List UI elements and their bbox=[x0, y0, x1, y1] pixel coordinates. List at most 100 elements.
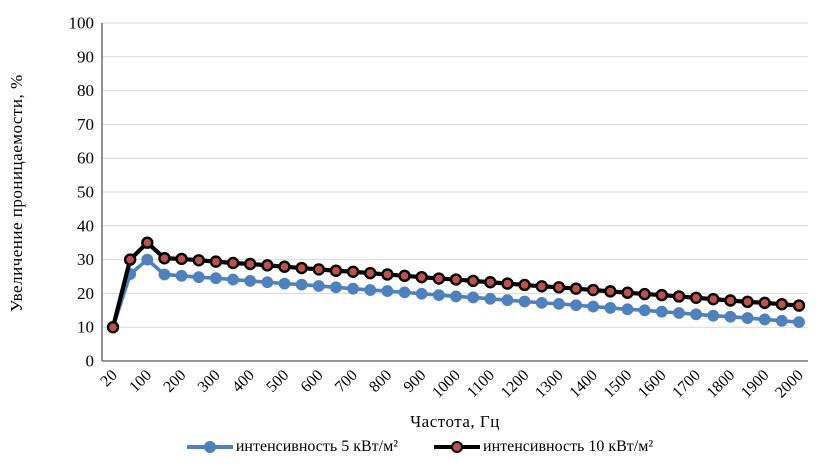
legend: интенсивность 5 кВт/м² интенсивность 10 к… bbox=[0, 438, 840, 456]
data-point bbox=[621, 303, 634, 316]
data-point bbox=[655, 288, 668, 302]
data-point bbox=[364, 266, 377, 280]
y-tick-label: 40 bbox=[77, 216, 94, 235]
x-tick-label: 1600 bbox=[635, 367, 670, 402]
data-point bbox=[175, 269, 188, 282]
data-point bbox=[106, 321, 120, 334]
x-tick-label: 1500 bbox=[601, 367, 636, 402]
data-point bbox=[484, 292, 497, 305]
x-tick-label: 1400 bbox=[566, 367, 601, 402]
y-tick-label: 20 bbox=[77, 284, 94, 303]
x-tick-label: 400 bbox=[229, 367, 258, 396]
data-point bbox=[741, 312, 754, 324]
data-point bbox=[278, 260, 291, 273]
data-point bbox=[758, 296, 771, 310]
data-point bbox=[638, 304, 651, 317]
data-point bbox=[158, 268, 171, 281]
x-tick-label: 1100 bbox=[464, 367, 498, 401]
data-point bbox=[398, 269, 411, 283]
data-point bbox=[758, 313, 771, 326]
data-point bbox=[707, 309, 720, 322]
legend-item: интенсивность 5 кВт/м² bbox=[186, 438, 398, 456]
data-point bbox=[604, 302, 617, 314]
data-point bbox=[724, 310, 737, 323]
data-point bbox=[432, 272, 446, 285]
y-axis-title: Увеличение проницаемости, % bbox=[7, 74, 26, 312]
data-point bbox=[518, 295, 531, 308]
data-point bbox=[141, 236, 154, 249]
x-tick-label: 1200 bbox=[498, 367, 533, 402]
x-tick-label: 900 bbox=[401, 367, 430, 396]
data-point bbox=[329, 264, 343, 277]
x-tick-label: 700 bbox=[332, 367, 361, 396]
data-point bbox=[450, 290, 462, 303]
y-tick-label: 90 bbox=[77, 47, 94, 66]
data-point bbox=[587, 283, 600, 297]
data-point bbox=[175, 252, 188, 266]
data-point bbox=[381, 268, 394, 281]
y-tick-label: 80 bbox=[77, 81, 94, 100]
y-tick-label: 50 bbox=[77, 183, 94, 202]
data-point bbox=[158, 252, 171, 265]
legend-marker-icon bbox=[434, 441, 480, 454]
x-axis-title: Частота, Гц bbox=[410, 412, 500, 431]
data-point bbox=[535, 280, 548, 293]
legend-marker-icon bbox=[186, 441, 233, 454]
x-tick-label: 1900 bbox=[738, 367, 773, 402]
y-tick-label: 0 bbox=[86, 352, 95, 371]
legend-label: интенсивность 5 кВт/м² bbox=[235, 438, 398, 455]
data-point bbox=[415, 270, 428, 284]
data-point bbox=[655, 305, 668, 318]
data-point bbox=[226, 256, 240, 270]
legend-item: интенсивность 10 кВт/м² bbox=[434, 438, 653, 456]
y-tick-label: 30 bbox=[77, 250, 94, 269]
y-tick-label: 60 bbox=[77, 149, 94, 168]
data-point bbox=[261, 276, 274, 289]
legend-label: интенсивность 10 кВт/м² bbox=[483, 438, 654, 455]
x-tick-label: 800 bbox=[366, 367, 395, 396]
y-tick-label: 100 bbox=[69, 14, 95, 33]
data-point bbox=[261, 259, 274, 272]
x-tick-label: 1700 bbox=[669, 367, 704, 402]
x-tick-label: 500 bbox=[263, 367, 292, 396]
x-tick-label: 1800 bbox=[704, 367, 739, 402]
data-point bbox=[123, 253, 137, 266]
data-point bbox=[141, 253, 154, 266]
data-point bbox=[295, 278, 308, 291]
x-tick-label: 100 bbox=[126, 367, 155, 396]
x-tick-label: 1300 bbox=[532, 367, 567, 402]
data-point bbox=[604, 285, 617, 298]
data-point bbox=[775, 298, 789, 311]
data-point bbox=[552, 281, 566, 294]
data-point bbox=[278, 277, 291, 290]
data-point bbox=[587, 300, 600, 313]
y-tick-label: 10 bbox=[77, 318, 94, 337]
data-point bbox=[638, 287, 651, 301]
data-point bbox=[621, 286, 634, 299]
data-point bbox=[210, 272, 222, 285]
data-point bbox=[312, 263, 325, 276]
data-point bbox=[244, 274, 257, 287]
data-point bbox=[518, 278, 531, 292]
data-point bbox=[432, 289, 445, 301]
data-point bbox=[312, 280, 325, 292]
data-point bbox=[724, 294, 737, 307]
data-point bbox=[775, 314, 788, 327]
data-point bbox=[535, 296, 548, 309]
data-point bbox=[466, 274, 480, 288]
data-point bbox=[553, 297, 565, 310]
data-point bbox=[570, 299, 582, 312]
x-tick-label: 200 bbox=[160, 367, 189, 396]
data-point bbox=[569, 282, 583, 295]
data-point bbox=[209, 255, 223, 268]
data-point bbox=[415, 287, 428, 300]
data-point bbox=[792, 299, 806, 312]
data-point bbox=[672, 290, 686, 303]
data-point bbox=[793, 316, 805, 329]
data-point bbox=[192, 254, 205, 267]
x-tick-label: 1000 bbox=[429, 367, 464, 402]
data-point bbox=[192, 271, 205, 284]
x-tick-label: 20 bbox=[97, 367, 120, 390]
data-point bbox=[381, 285, 394, 297]
